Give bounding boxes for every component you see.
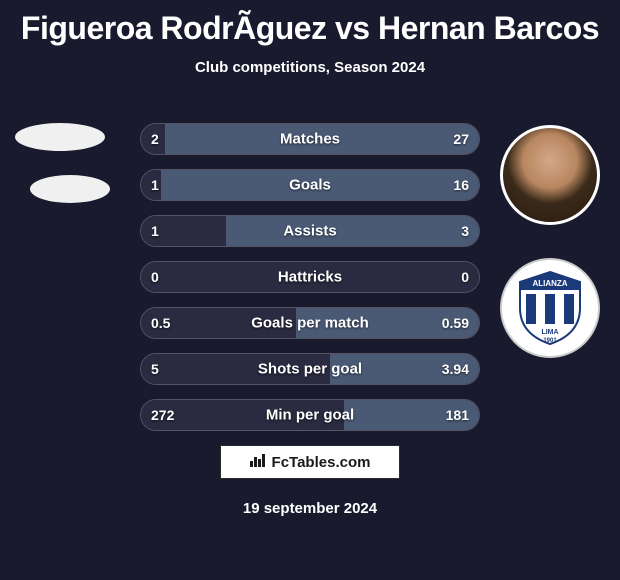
- stat-label: Matches: [280, 131, 340, 148]
- stat-row: 5 Shots per goal 3.94: [140, 353, 480, 385]
- badge-bottom-text: LIMA: [541, 329, 558, 336]
- stat-label: Goals per match: [251, 315, 369, 332]
- site-name: FcTables.com: [272, 454, 371, 471]
- player1-avatar-placeholder: [15, 123, 105, 151]
- value-left: 1: [151, 223, 159, 239]
- stat-row: 1 Assists 3: [140, 215, 480, 247]
- value-left: 272: [151, 407, 174, 423]
- stat-label: Shots per goal: [258, 361, 362, 378]
- value-right: 0: [461, 269, 469, 285]
- value-left: 0.5: [151, 315, 170, 331]
- stat-label: Hattricks: [278, 269, 342, 286]
- stat-row: 0 Hattricks 0: [140, 261, 480, 293]
- value-right: 3.94: [442, 361, 469, 377]
- value-right: 16: [453, 177, 469, 193]
- value-right: 27: [453, 131, 469, 147]
- stat-label: Goals: [289, 177, 331, 194]
- stat-row: 2 Matches 27: [140, 123, 480, 155]
- page-title: Figueroa RodrÃ­guez vs Hernan Barcos: [0, 0, 620, 47]
- stat-label: Assists: [283, 223, 336, 240]
- stat-row: 272 Min per goal 181: [140, 399, 480, 431]
- player1-club-placeholder: [30, 175, 110, 203]
- value-right: 181: [446, 407, 469, 423]
- date-text: 19 september 2024: [243, 500, 377, 517]
- site-badge: FcTables.com: [220, 445, 400, 479]
- bars-icon: [250, 453, 266, 471]
- badge-top-text: ALIANZA: [532, 279, 567, 288]
- value-right: 3: [461, 223, 469, 239]
- value-left: 5: [151, 361, 159, 377]
- value-left: 2: [151, 131, 159, 147]
- player2-avatar: [500, 125, 600, 225]
- stat-label: Min per goal: [266, 407, 354, 424]
- comparison-chart: 2 Matches 27 1 Goals 16 1 Assists 3 0 Hattricks 0 0.…: [140, 123, 480, 445]
- value-right: 0.59: [442, 315, 469, 331]
- stat-row: 0.5 Goals per match 0.59: [140, 307, 480, 339]
- subtitle: Club competitions, Season 2024: [0, 59, 620, 76]
- badge-year: 1901: [543, 338, 557, 344]
- shield-icon: ALIANZA LIMA 1901: [510, 268, 590, 348]
- bar-right: [226, 216, 480, 246]
- stat-row: 1 Goals 16: [140, 169, 480, 201]
- player2-club-badge: ALIANZA LIMA 1901: [500, 258, 600, 358]
- value-left: 1: [151, 177, 159, 193]
- value-left: 0: [151, 269, 159, 285]
